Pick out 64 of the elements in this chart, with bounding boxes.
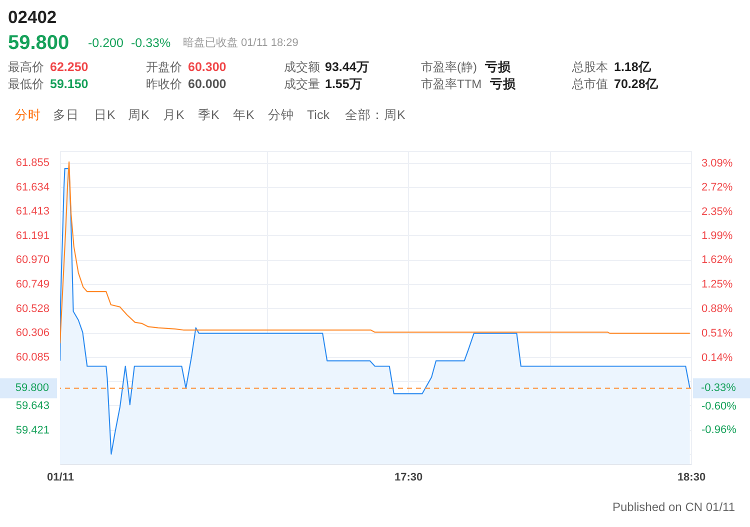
text: 最高价 (8, 60, 44, 74)
y-tick-label: 60.306 (16, 327, 50, 340)
y-tick-label: 61.634 (16, 181, 50, 194)
y-tick-label: 59.421 (16, 424, 50, 436)
text: 年K (233, 108, 255, 122)
text: 93.44万 (325, 60, 370, 74)
text: 全部：周K (345, 108, 406, 122)
text: 暗盘已收盘 01/11 18:29 (183, 36, 298, 49)
text: 亏损 (489, 77, 517, 91)
text: 市盈率TTM (421, 77, 482, 91)
y-tick-label: 59.643 (16, 400, 50, 412)
text: 市盈率(静) (421, 60, 477, 74)
y-tick-label: 60.749 (16, 278, 50, 290)
text: 月K (163, 108, 185, 122)
y2-tick-label: 1.25% (702, 278, 733, 291)
y-tick-label: 61.855 (16, 157, 50, 170)
chart-title: 02402 (8, 7, 57, 27)
text: 59.800 (8, 32, 70, 54)
y-tick-label: 60.970 (16, 254, 50, 266)
text: 60.000 (188, 77, 226, 91)
y2-tick-label: 2.72% (702, 182, 733, 194)
text: 70.28亿 (614, 77, 660, 91)
x-tick-label: 18:30 (677, 472, 706, 484)
text: 分钟 (268, 108, 294, 122)
y-tick-label: 61.191 (16, 230, 50, 242)
text: 1.18亿 (614, 60, 652, 74)
text: 开盘价 (146, 60, 182, 74)
y2-tick-label: 2.35% (702, 206, 733, 218)
text: 多日 (53, 108, 79, 122)
text: 周K (128, 108, 150, 122)
text: 59.150 (50, 77, 88, 91)
y2-tick-label: 0.88% (702, 302, 733, 315)
text: 1.55万 (325, 77, 362, 91)
y2-tick-label: -0.60% (702, 400, 737, 413)
text: 最低价 (8, 77, 44, 91)
text: 60.300 (188, 60, 226, 74)
y2-tick-label: 1.62% (702, 254, 733, 266)
text: 成交量 (284, 77, 320, 91)
annotation: -0.33% (701, 382, 736, 394)
text: 昨收价 (146, 77, 182, 91)
y2-tick-label: -0.96% (702, 424, 737, 436)
text: -0.200 (88, 36, 124, 50)
text: Published on CN 01/11 (612, 500, 736, 514)
text: 季K (198, 108, 220, 122)
y-tick-label: 60.528 (16, 302, 50, 315)
text: 成交额 (284, 60, 320, 74)
text: 62.250 (50, 60, 88, 74)
text: 总市值 (571, 77, 608, 91)
line-series (60, 161, 690, 344)
text: -0.33% (131, 36, 171, 50)
text: 总股本 (571, 60, 608, 74)
text: 亏损 (484, 60, 512, 74)
y2-tick-label: 1.99% (702, 230, 733, 242)
text: Tick (307, 108, 330, 122)
y-tick-label: 60.085 (16, 351, 50, 364)
y2-tick-label: 0.51% (702, 327, 733, 340)
y2-tick-label: 0.14% (702, 352, 733, 364)
text: 日K (94, 108, 116, 122)
x-tick-label: 17:30 (394, 472, 423, 484)
y2-tick-label: 3.09% (702, 157, 733, 170)
y-tick-label: 61.413 (16, 206, 50, 218)
ref-line-label: 59.800 (15, 382, 49, 394)
x-tick-label: 01/11 (47, 472, 74, 484)
text: 分时 (15, 108, 41, 122)
